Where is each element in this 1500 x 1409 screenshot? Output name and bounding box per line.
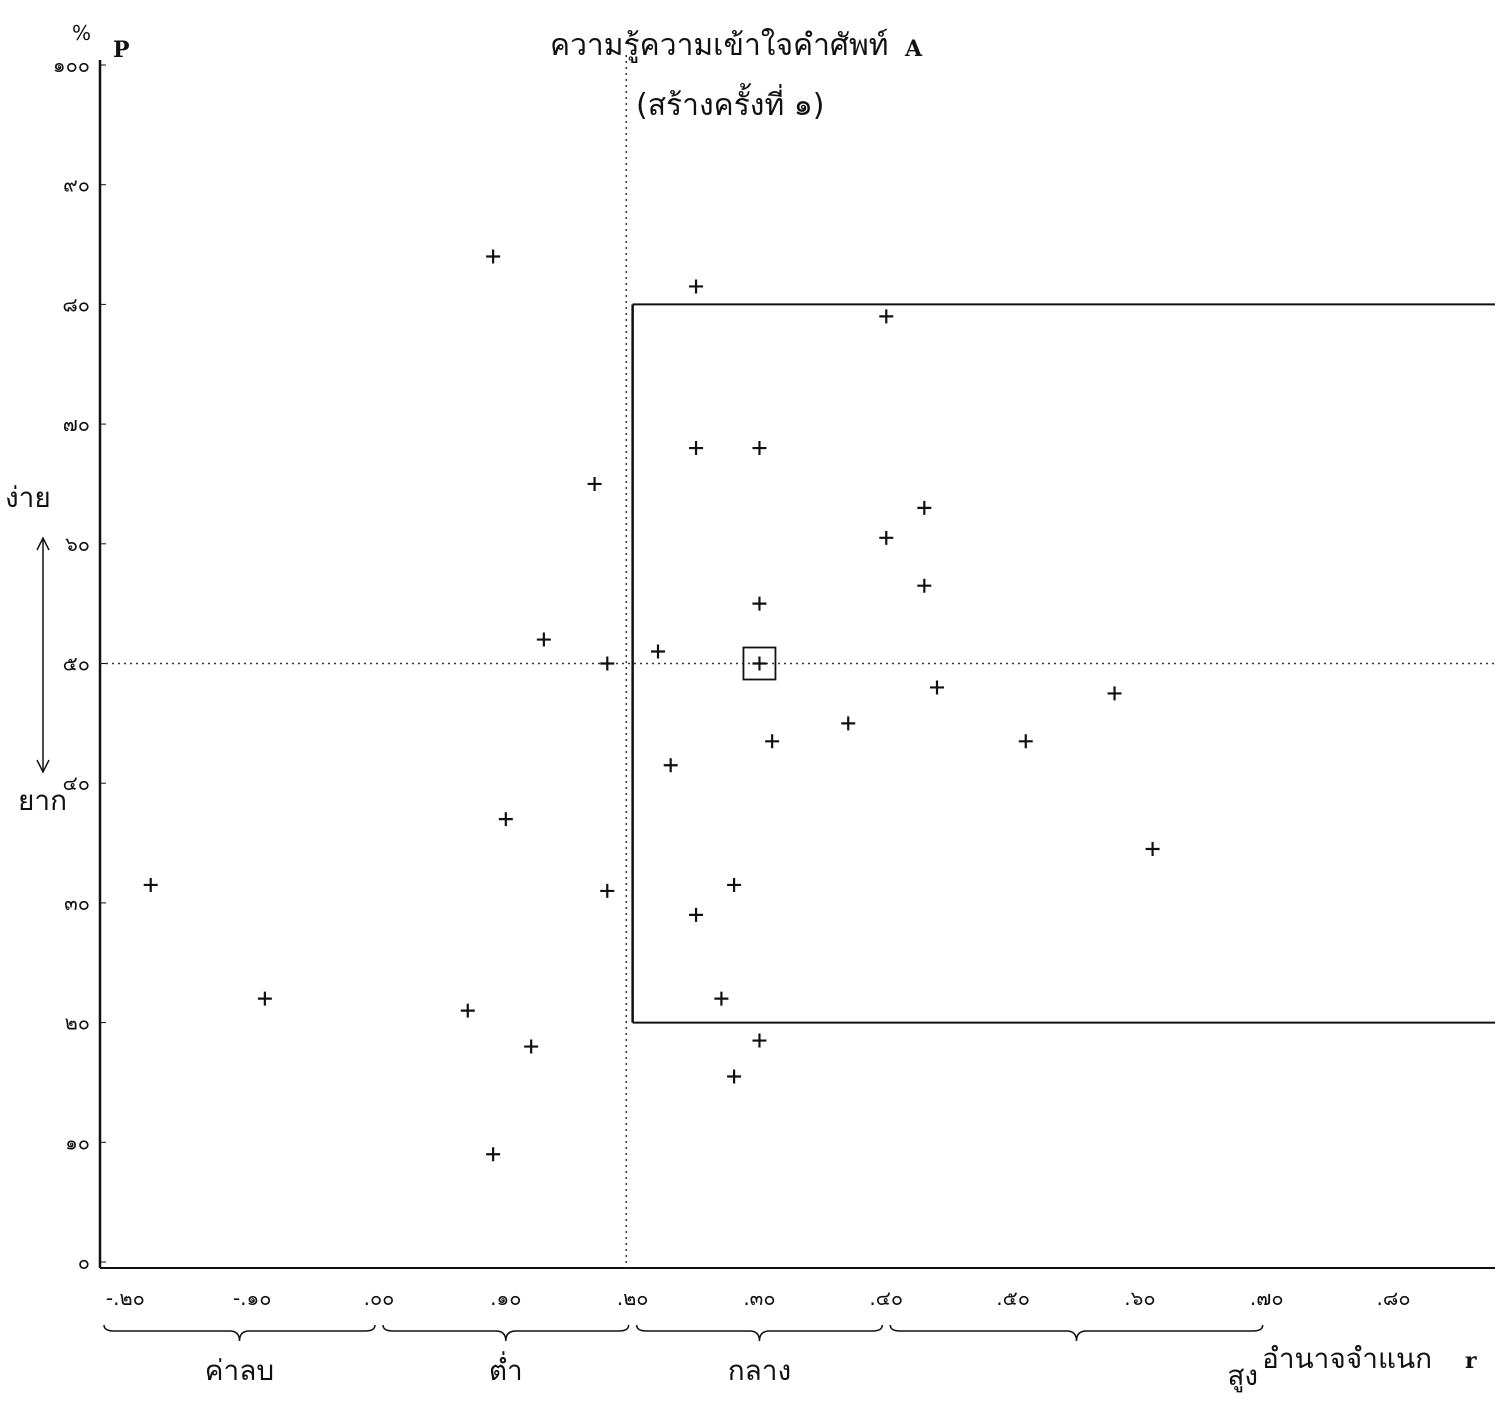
data-point (930, 680, 944, 695)
data-point (714, 991, 729, 1006)
data-point (663, 758, 678, 773)
y-tick-labels: ๐ ๑๐ ๒๐ ๓๐ ๔๐ ๕๐ ๖๐ ๗๐ ๘๐ ๙๐ ๑๐๐ (53, 53, 106, 1274)
x-group-brace (635, 1324, 884, 1342)
data-point (143, 877, 158, 892)
highlight-box (742, 646, 777, 681)
chart-title-suffix: A (904, 36, 923, 62)
data-point (841, 716, 856, 731)
data-point (727, 1069, 742, 1084)
x-axis-symbol: r (1465, 1348, 1477, 1374)
data-point (752, 596, 767, 611)
x-group-brace (889, 1324, 1264, 1342)
x-tick-label: .๗๐ (1250, 1286, 1284, 1310)
x-group-brace (103, 1324, 376, 1342)
y-tick-label: ๔๐ (63, 771, 90, 795)
data-point (689, 279, 704, 294)
x-tick-label: .๐๐ (364, 1286, 395, 1310)
x-tick-label: .๔๐ (869, 1286, 903, 1310)
x-tick-label: .๖๐ (1124, 1286, 1155, 1310)
title-block: ความรู้ความเข้าใจคำศัพท์ A (สร้างครั้งที… (550, 28, 923, 123)
data-point (1107, 686, 1122, 701)
data-point (524, 1039, 539, 1054)
x-axis: -.๒๐ -.๑๐ .๐๐ .๑๐ .๒๐ .๓๐ .๔๐ .๕๐ .๖๐ .๗๐ .๘๐ ค่าล… (100, 1267, 1495, 1393)
data-point (917, 578, 932, 593)
x-axis-label: อำนาจจำแนก (1262, 1342, 1432, 1375)
y-tick-label: ๘๐ (62, 292, 90, 316)
data-point (486, 249, 501, 264)
x-tick-labels: -.๒๐ -.๑๐ .๐๐ .๑๐ .๒๐ .๓๐ .๔๐ .๕๐ .๖๐ .๗๐ .๘๐ (106, 1286, 1411, 1310)
x-tick-label: .๒๐ (617, 1286, 649, 1310)
y-tick-label: ๖๐ (65, 532, 90, 556)
y-tick-label: ๐ (78, 1250, 90, 1274)
y-tick-label: ๕๐ (63, 652, 90, 676)
chart-title: ความรู้ความเข้าใจคำศัพท์ (550, 28, 889, 63)
x-group-label: ค่าลบ (205, 1354, 274, 1387)
data-point (587, 476, 602, 491)
chart-subtitle: (สร้างครั้งที่ ๑) (636, 83, 825, 123)
data-points (143, 249, 1160, 1162)
data-point (727, 877, 742, 892)
x-tick-label: .๘๐ (1377, 1286, 1411, 1310)
data-point (600, 656, 615, 671)
x-tick-label: -.๒๐ (106, 1286, 145, 1310)
y-hard-label: ยาก (18, 784, 67, 817)
data-point (917, 500, 932, 515)
x-group-label: สูง (1227, 1359, 1258, 1393)
data-point (879, 309, 894, 324)
y-tick-label: ๒๐ (65, 1011, 90, 1035)
x-group-label: กลาง (728, 1354, 792, 1387)
data-point (689, 441, 704, 456)
data-point (600, 883, 615, 898)
y-axis: % P ๐ ๑๐ ๒๐ ๓๐ ๔๐ ๕๐ ๖๐ ๗๐ ๘๐ ๙๐ ๑๐๐ ง่าย ยาก (5, 21, 130, 1274)
x-group-brace (382, 1324, 630, 1342)
data-point (536, 632, 551, 647)
data-point (257, 991, 272, 1006)
data-point (752, 656, 767, 671)
x-group-braces: ค่าลบ ต่ำ กลาง สูง (103, 1324, 1264, 1393)
x-tick-label: .๓๐ (743, 1286, 775, 1310)
y-tick-label: ๑๐ (65, 1130, 90, 1154)
arrow-up-icon (36, 536, 50, 551)
y-tick-label: ๑๐๐ (53, 53, 90, 77)
data-point (752, 441, 767, 456)
y-tick-label: ๙๐ (63, 173, 90, 197)
y-axis-unit: % (72, 21, 91, 45)
arrow-down-icon (36, 759, 50, 774)
data-point (486, 1147, 501, 1162)
data-point (1145, 842, 1160, 857)
data-point (651, 644, 665, 659)
data-point (1018, 734, 1033, 749)
data-point (498, 812, 513, 827)
x-tick-label: .๑๐ (490, 1286, 521, 1310)
x-group-label: ต่ำ (489, 1351, 523, 1387)
y-tick-label: ๓๐ (64, 891, 90, 915)
reference-lines (100, 55, 1495, 1268)
data-point (765, 734, 780, 749)
data-point (460, 1003, 475, 1018)
y-easy-label: ง่าย (5, 481, 51, 514)
data-point (689, 907, 704, 922)
x-tick-label: .๕๐ (996, 1286, 1030, 1310)
y-tick-label: ๗๐ (63, 412, 90, 436)
data-point (879, 530, 894, 545)
x-tick-label: -.๑๐ (233, 1286, 271, 1310)
y-axis-symbol: P (113, 37, 130, 63)
data-point (752, 1033, 767, 1048)
